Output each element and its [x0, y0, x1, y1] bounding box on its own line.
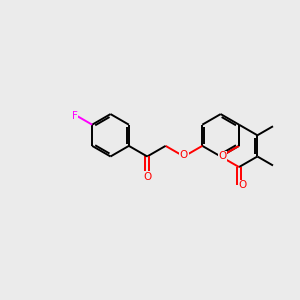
Text: O: O — [238, 180, 247, 190]
Text: O: O — [143, 172, 152, 182]
Text: O: O — [218, 152, 226, 161]
Text: F: F — [72, 111, 77, 121]
Text: O: O — [180, 150, 188, 160]
